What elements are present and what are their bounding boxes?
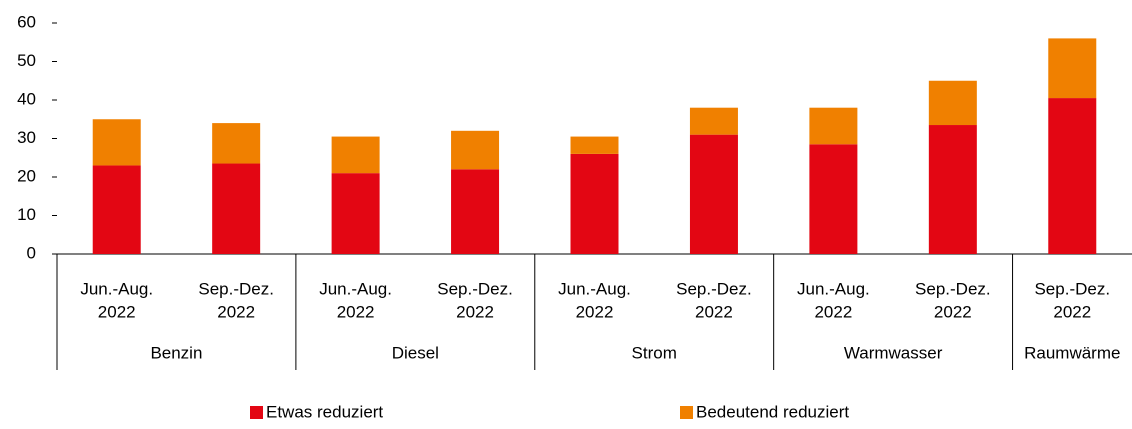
x-tick-label: Sep.-Dez.: [915, 279, 991, 298]
group-label: Raumwärme: [1024, 343, 1120, 362]
bar-segment: [1048, 38, 1097, 99]
bar-segment: [689, 107, 738, 135]
x-tick-label: 2022: [1053, 302, 1091, 321]
bar-segment: [331, 173, 380, 254]
x-tick-label: Sep.-Dez.: [1034, 279, 1110, 298]
x-tick-label: Jun.-Aug.: [797, 279, 870, 298]
group-label: Strom: [632, 343, 677, 362]
bar-segment: [1048, 98, 1097, 254]
x-tick-label: 2022: [217, 302, 255, 321]
bar-segment: [451, 169, 500, 254]
x-tick-label: 2022: [814, 302, 852, 321]
y-tick-label: 20: [17, 166, 36, 185]
x-tick-label: Jun.-Aug.: [319, 279, 392, 298]
group-label: Diesel: [392, 343, 439, 362]
x-tick-label: 2022: [98, 302, 136, 321]
x-tick-label: Sep.-Dez.: [437, 279, 513, 298]
bar-segment: [570, 153, 619, 254]
bar-segment: [809, 107, 858, 145]
bar-segment: [451, 130, 500, 170]
y-tick-label: 10: [17, 205, 36, 224]
bar-segment: [570, 136, 619, 154]
bar-segment: [928, 125, 977, 255]
bar-segment: [212, 163, 261, 254]
bar-segment: [689, 134, 738, 254]
bar-segment: [92, 165, 141, 254]
y-tick-label: 30: [17, 128, 36, 147]
bar-segment: [331, 136, 380, 174]
x-tick-label: Jun.-Aug.: [558, 279, 631, 298]
bar-segment: [212, 123, 261, 164]
x-tick-label: 2022: [337, 302, 375, 321]
x-tick-label: 2022: [934, 302, 972, 321]
y-tick-label: 40: [17, 89, 36, 108]
legend-label: Bedeutend reduziert: [696, 402, 849, 421]
x-tick-label: Sep.-Dez.: [676, 279, 752, 298]
bar-segment: [809, 144, 858, 254]
x-tick-label: 2022: [456, 302, 494, 321]
x-tick-label: Jun.-Aug.: [80, 279, 153, 298]
x-tick-label: Sep.-Dez.: [198, 279, 274, 298]
legend-swatch: [250, 406, 263, 419]
legend-label: Etwas reduziert: [266, 402, 383, 421]
group-label: Warmwasser: [844, 343, 943, 362]
bar-segment: [92, 119, 141, 166]
y-tick-label: 0: [27, 243, 36, 262]
legend-swatch: [680, 406, 693, 419]
y-tick-label: 60: [17, 12, 36, 31]
x-tick-label: 2022: [576, 302, 614, 321]
x-tick-label: 2022: [695, 302, 733, 321]
bar-segment: [928, 80, 977, 126]
y-tick-label: 50: [17, 51, 36, 70]
group-label: Benzin: [150, 343, 202, 362]
